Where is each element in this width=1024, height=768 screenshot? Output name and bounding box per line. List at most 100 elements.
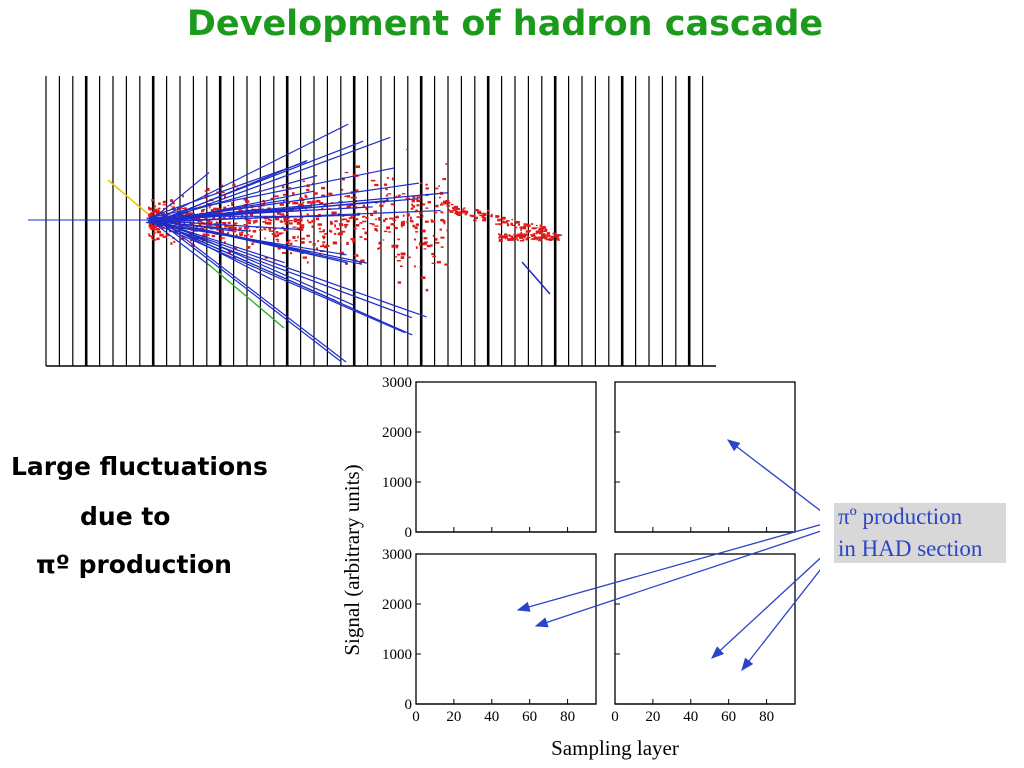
em-deposit: [311, 219, 316, 223]
em-deposit: [534, 235, 536, 239]
em-deposit: [264, 222, 269, 225]
em-deposit: [362, 204, 366, 208]
em-deposit: [355, 189, 359, 193]
em-deposit: [405, 221, 409, 223]
em-deposit: [215, 207, 219, 210]
em-deposit: [210, 209, 215, 212]
panel-frame: [415, 381, 597, 533]
em-deposit: [375, 218, 377, 221]
em-deposit: [537, 236, 541, 239]
em-deposit: [535, 230, 540, 234]
em-deposit: [359, 222, 363, 224]
y-tick-label: 1000: [382, 475, 412, 491]
em-deposit: [439, 228, 442, 231]
em-deposit: [207, 188, 210, 191]
em-deposit: [431, 252, 435, 256]
annotation-box: [834, 503, 1006, 563]
em-deposit: [239, 233, 243, 237]
em-deposit: [479, 214, 484, 217]
em-deposit: [457, 214, 462, 217]
em-deposit: [452, 206, 455, 210]
em-deposit: [233, 226, 237, 230]
em-deposit: [294, 201, 299, 205]
em-deposit: [508, 234, 511, 237]
em-deposit: [286, 220, 290, 223]
em-deposit: [362, 220, 367, 223]
em-deposit: [430, 219, 433, 221]
em-deposit: [316, 199, 321, 203]
em-deposit: [554, 234, 559, 237]
em-deposit: [425, 183, 428, 186]
em-deposit: [306, 234, 310, 237]
em-deposit: [536, 237, 539, 241]
em-deposit: [304, 194, 307, 197]
em-deposit: [520, 231, 523, 234]
em-deposit: [401, 193, 406, 195]
em-deposit: [227, 221, 231, 224]
em-deposit: [339, 251, 344, 255]
em-deposit: [153, 208, 158, 212]
em-deposit: [445, 199, 450, 203]
em-deposit: [289, 242, 293, 245]
em-deposit: [346, 241, 349, 245]
em-deposit: [202, 228, 205, 230]
em-deposit: [151, 238, 156, 241]
em-deposit: [399, 265, 403, 268]
em-deposit: [162, 200, 166, 204]
em-deposit: [300, 237, 305, 240]
em-deposit: [453, 205, 459, 209]
x-tick-label: 80: [560, 709, 575, 725]
em-deposit: [397, 238, 400, 241]
em-deposit: [288, 222, 293, 225]
neutral-track: [107, 179, 149, 215]
page-title: Development of hadron cascade: [186, 4, 824, 44]
em-deposit: [519, 240, 524, 242]
em-deposit: [292, 226, 297, 228]
em-deposit: [502, 220, 505, 224]
em-deposit: [364, 231, 368, 235]
em-deposit: [258, 189, 262, 192]
em-deposit: [208, 206, 211, 209]
em-deposit: [232, 229, 235, 233]
em-deposit: [330, 220, 333, 223]
em-deposit: [173, 208, 176, 212]
em-deposit: [396, 253, 401, 256]
em-deposit: [432, 255, 436, 258]
em-deposit: [233, 247, 237, 250]
em-deposit: [442, 177, 447, 181]
em-deposit: [156, 237, 160, 241]
em-deposit: [235, 234, 238, 237]
panel-frame: [415, 553, 597, 705]
em-deposit: [292, 202, 296, 205]
em-deposit: [344, 195, 348, 197]
em-deposit: [332, 241, 337, 245]
em-deposit: [343, 223, 349, 226]
em-deposit: [481, 215, 485, 218]
em-deposit: [318, 227, 321, 230]
em-deposit: [427, 200, 431, 204]
em-deposit: [530, 238, 535, 240]
em-deposit: [189, 239, 193, 242]
em-deposit: [425, 207, 429, 209]
em-deposit: [534, 232, 536, 235]
em-deposit: [400, 223, 405, 226]
em-deposit: [358, 262, 362, 264]
em-deposit: [165, 234, 170, 236]
em-deposit: [360, 259, 365, 262]
hadron-track: [152, 222, 406, 334]
em-deposit: [386, 198, 389, 201]
em-deposit: [458, 211, 462, 215]
x-tick-label: 40: [683, 709, 698, 725]
em-deposit: [153, 225, 156, 227]
em-deposit: [350, 216, 355, 218]
em-deposit: [362, 228, 365, 230]
em-deposit: [557, 239, 561, 241]
x-tick-label: 40: [484, 709, 499, 725]
em-deposit: [280, 232, 284, 234]
em-deposit: [550, 239, 555, 241]
em-deposit: [262, 221, 266, 223]
em-deposit: [148, 206, 150, 210]
em-deposit: [517, 239, 519, 241]
em-deposit: [469, 214, 473, 217]
em-deposit: [249, 235, 253, 238]
